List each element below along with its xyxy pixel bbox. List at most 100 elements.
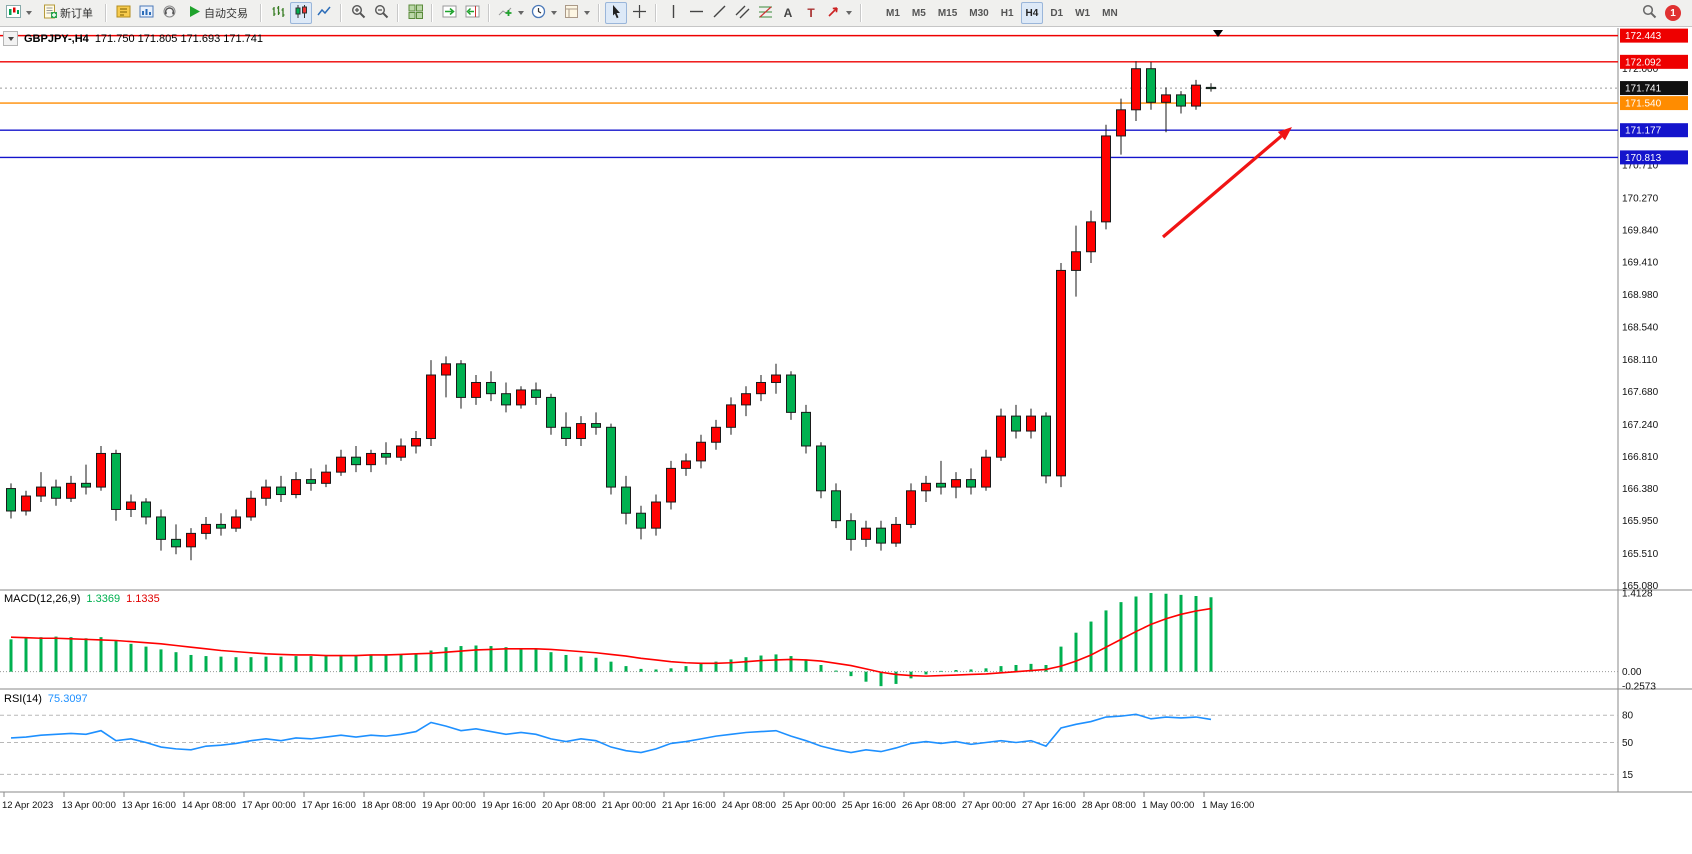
candle-body <box>1041 415 1051 477</box>
candlesticks-icon <box>294 4 309 22</box>
macd-label: MACD(12,26,9) <box>4 593 81 605</box>
arrows-button[interactable] <box>823 2 855 24</box>
toolbar-separator <box>598 4 600 22</box>
macd-axis-label: 1.4128 <box>1622 589 1653 600</box>
candle-body <box>1131 68 1141 111</box>
time-axis-label: 13 Apr 00:00 <box>62 800 116 811</box>
candlesticks-button[interactable] <box>290 2 312 24</box>
indicators-button[interactable] <box>495 2 527 24</box>
macd-axis-label: -0.2573 <box>1622 682 1656 693</box>
auto-scroll-button[interactable] <box>438 2 460 24</box>
candle-body <box>111 452 121 510</box>
candle-body <box>306 479 316 484</box>
candle-body <box>1101 135 1111 223</box>
periods-button[interactable] <box>528 2 560 24</box>
new-order-label: 新订单 <box>60 8 93 20</box>
timeframe-d1-button[interactable]: D1 <box>1045 2 1068 24</box>
candle-body <box>51 486 61 499</box>
price-axis-label: 165.510 <box>1622 549 1659 560</box>
candle-body <box>261 486 271 499</box>
vertical-line-button[interactable] <box>662 2 684 24</box>
bars-button[interactable] <box>267 2 289 24</box>
search-button[interactable] <box>1638 2 1660 24</box>
horizontal-line-button[interactable] <box>685 2 707 24</box>
candle-body <box>411 438 421 447</box>
notification-badge[interactable]: 1 <box>1665 5 1681 21</box>
time-axis-label: 24 Apr 08:00 <box>722 800 776 811</box>
chart-area[interactable]: 172.000 170.710 170.270 169.840 169.410 168.9… <box>0 28 1692 854</box>
price-axis-label: 168.540 <box>1622 323 1659 334</box>
candle-body <box>336 456 346 473</box>
price-axis[interactable]: 172.000 170.710 170.270 169.840 169.410 168.9… <box>1622 64 1659 592</box>
new-order-button[interactable]: 新订单 <box>36 2 100 24</box>
timeframe-w1-button[interactable]: W1 <box>1070 2 1095 24</box>
candle-body <box>696 441 706 462</box>
trend-arrow-annotation[interactable] <box>1161 127 1292 239</box>
rsi-panel-title: RSI(14) 75.3097 <box>4 693 88 705</box>
time-axis-label: 1 May 16:00 <box>1202 800 1254 811</box>
time-axis-label: 14 Apr 08:00 <box>182 800 236 811</box>
metaeditor-button[interactable] <box>112 2 134 24</box>
trendline-button[interactable] <box>708 2 730 24</box>
new-chart-button[interactable] <box>3 2 35 24</box>
rsi-axis-label: 80 <box>1622 711 1634 722</box>
candle-body <box>126 501 136 510</box>
price-badge-label: 172.443 <box>1625 31 1662 42</box>
toolbar-separator <box>860 4 862 22</box>
timeframe-m15-button[interactable]: M15 <box>933 2 962 24</box>
price-axis-label: 172.000 <box>1622 64 1659 75</box>
candle-body <box>201 523 211 534</box>
market-watch-icon <box>139 4 154 22</box>
timeframe-h1-button[interactable]: H1 <box>996 2 1019 24</box>
candle-body <box>516 389 526 406</box>
timeframe-m1-button[interactable]: M1 <box>881 2 905 24</box>
timeframe-h4-button[interactable]: H4 <box>1020 2 1044 24</box>
timeframe-m5-button[interactable]: M5 <box>907 2 931 24</box>
crosshair-button[interactable] <box>628 2 650 24</box>
price-badge-label: 170.813 <box>1625 153 1662 164</box>
candle-body <box>1011 415 1021 432</box>
autotrade-button[interactable]: 自动交易 <box>181 2 255 24</box>
new-order-icon <box>43 4 57 22</box>
one-click-trading-toggle[interactable] <box>3 31 18 46</box>
candle-body <box>396 445 406 458</box>
candle-body <box>726 404 736 428</box>
price-badge-label: 172.092 <box>1625 57 1662 68</box>
candle-body <box>591 423 601 428</box>
timeframe-m30-button[interactable]: M30 <box>964 2 993 24</box>
chart-shift-marker[interactable] <box>1213 30 1223 37</box>
macd-panel: 1.4128 0.00 -0.2573 <box>0 589 1656 693</box>
text-button[interactable]: A <box>777 2 799 24</box>
chart-shift-button[interactable] <box>461 2 483 24</box>
candle-body <box>171 538 181 548</box>
channel-button[interactable] <box>731 2 753 24</box>
candle-body <box>81 482 91 488</box>
price-axis-label: 169.840 <box>1622 226 1659 237</box>
community-button[interactable] <box>158 2 180 24</box>
tile-windows-button[interactable] <box>404 2 426 24</box>
timeframe-mn-button[interactable]: MN <box>1097 2 1123 24</box>
time-axis-label: 12 Apr 2023 <box>2 800 53 811</box>
text-icon: A <box>783 6 793 20</box>
candle-body <box>1206 86 1216 90</box>
zoom-in-icon <box>351 4 366 22</box>
time-axis-label: 17 Apr 00:00 <box>242 800 296 811</box>
line-chart-button[interactable] <box>313 2 335 24</box>
cursor-button[interactable] <box>605 2 627 24</box>
chevron-down-icon <box>846 11 852 15</box>
candle-body <box>711 426 721 443</box>
time-axis-label: 21 Apr 16:00 <box>662 800 716 811</box>
templates-button[interactable] <box>561 2 593 24</box>
label-button[interactable]: T <box>800 2 822 24</box>
candle-body <box>606 426 616 488</box>
candle-body <box>1146 68 1156 103</box>
candle-body <box>1116 109 1126 137</box>
candle-body <box>246 497 256 518</box>
candle-body <box>831 490 841 522</box>
zoom-out-button[interactable] <box>370 2 392 24</box>
market-watch-button[interactable] <box>135 2 157 24</box>
candle-body <box>366 452 376 466</box>
zoom-in-button[interactable] <box>347 2 369 24</box>
fibonacci-button[interactable] <box>754 2 776 24</box>
time-axis[interactable]: 12 Apr 2023 13 Apr 00:00 13 Apr 16:00 14 Ap… <box>2 792 1254 811</box>
